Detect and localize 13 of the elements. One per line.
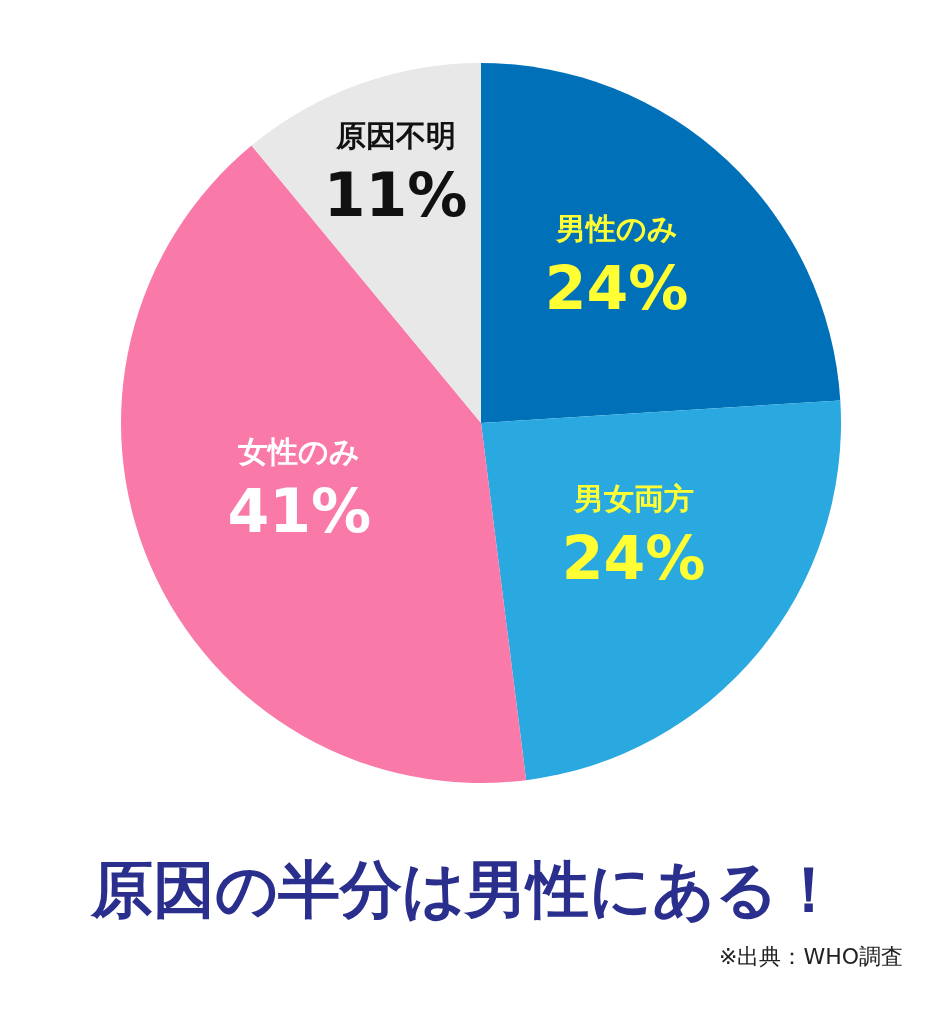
data-label: 24% — [561, 523, 706, 594]
slice-label: 女性のみ — [237, 433, 361, 469]
data-label: 41% — [227, 475, 372, 546]
text: ※出典：WHO調査 — [717, 943, 904, 971]
text: 原因の半分は男性にある！ — [89, 852, 841, 928]
data-label: 11% — [323, 159, 468, 230]
slice-label: 男性のみ — [554, 210, 678, 246]
pie-slice — [481, 63, 841, 423]
slice-label: 原因不明 — [334, 117, 456, 153]
pie-slice — [251, 63, 481, 423]
data-label: 24% — [544, 252, 689, 323]
pie-slice — [481, 400, 841, 781]
slice-label: 男女両方 — [572, 481, 694, 517]
